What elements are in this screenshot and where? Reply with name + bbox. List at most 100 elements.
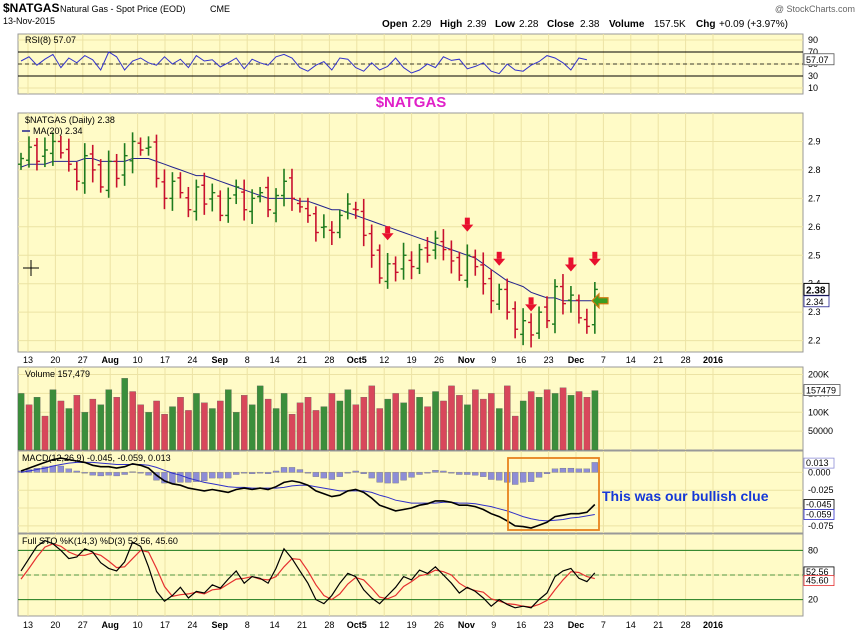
x-tick-label-top: 19 <box>407 355 417 365</box>
x-tick-label-top: 14 <box>626 355 636 365</box>
close-label: Close <box>547 19 575 30</box>
x-tick-label-bottom: 27 <box>78 620 88 630</box>
copyright-label: @ StockCharts.com <box>775 4 855 14</box>
ohlc-bar <box>472 249 479 276</box>
macd-histogram-bar <box>432 470 439 473</box>
x-tick-label-bottom: 14 <box>270 620 280 630</box>
x-tick-label-bottom: 28 <box>324 620 334 630</box>
volume-bar <box>424 406 431 451</box>
macd-last-value: -0.045 <box>806 499 832 509</box>
volume-bar <box>81 412 89 451</box>
macd-histogram-bar <box>408 472 415 478</box>
ma-legend-label: MA(20) 2.34 <box>33 126 83 136</box>
macd-histogram-bar <box>233 472 240 475</box>
ohlc-bar <box>89 144 96 183</box>
volume-bar <box>543 389 551 451</box>
x-tick-label-bottom: 28 <box>681 620 691 630</box>
y-tick-label: 70 <box>808 47 818 57</box>
macd-histogram-bar <box>543 472 551 474</box>
x-tick-label-top: 27 <box>78 355 88 365</box>
x-tick-label-bottom: 21 <box>653 620 663 630</box>
x-tick-label-top: 26 <box>434 355 444 365</box>
macd-histogram-bar <box>464 472 471 475</box>
ohlc-bar <box>312 206 319 242</box>
volume-bar <box>527 391 535 451</box>
macd-histogram-bar <box>121 472 128 475</box>
y-tick-label: 20 <box>808 595 818 605</box>
volume-value: 157.5K <box>654 19 686 30</box>
rsi-last-value: 57.07 <box>806 55 829 65</box>
macd-histogram-bar <box>535 472 543 478</box>
x-tick-label-top: 17 <box>160 355 170 365</box>
macd-histogram-bar <box>416 472 423 475</box>
volume-bar <box>344 389 352 451</box>
ohlc-bar <box>145 136 152 156</box>
ohlc-bar <box>575 294 582 324</box>
macd-histogram-bar <box>137 472 144 474</box>
macd-histogram-bar <box>201 472 208 482</box>
x-tick-label-top: 9 <box>491 355 496 365</box>
volume-bar <box>256 385 264 451</box>
macd-histogram-bar <box>456 472 463 475</box>
volume-bar <box>312 410 320 451</box>
macd-histogram-bar <box>73 470 80 473</box>
volume-bar <box>472 389 479 451</box>
ohlc-bar <box>536 306 543 339</box>
volume-bar <box>464 404 471 451</box>
down-arrow-head <box>381 233 394 241</box>
ohlc-bar <box>344 193 351 220</box>
macd-histogram-bar <box>264 472 272 474</box>
macd-line <box>20 457 596 529</box>
x-tick-label-top: 28 <box>324 355 334 365</box>
macd-histogram-bar <box>336 472 343 477</box>
last-ma-box <box>803 295 830 308</box>
macd-histogram-bar <box>360 472 367 474</box>
volume-bar <box>201 402 208 451</box>
volume-bar <box>121 378 128 451</box>
ohlc-bar <box>137 137 144 156</box>
macd-histogram-bar <box>344 472 351 474</box>
macd-histogram-bar <box>280 467 288 473</box>
macd-histogram-bar <box>472 472 479 476</box>
ohlc-bar <box>368 224 375 268</box>
volume-bar <box>49 389 57 451</box>
volume-bar <box>320 406 328 451</box>
price-title: $NATGAS (Daily) 2.38 <box>25 115 115 125</box>
down-arrow-head <box>588 258 601 266</box>
macd-histogram-bar <box>376 472 383 483</box>
down-arrow-marker <box>381 226 394 241</box>
macd-histogram-bar <box>559 467 567 473</box>
volume-bar <box>360 397 368 451</box>
open-label: Open <box>382 19 408 30</box>
ohlc-bar <box>448 240 455 274</box>
x-tick-label-top: 10 <box>133 355 143 365</box>
ohlc-bar <box>408 251 415 280</box>
chg-value: +0.09 (+3.97%) <box>719 19 788 30</box>
y-tick-label: -0.025 <box>808 485 834 495</box>
volume-bar <box>129 391 136 451</box>
ohlc-bar <box>376 244 383 284</box>
volume-bar <box>193 393 200 451</box>
y-tick-label: 2.2 <box>808 336 821 346</box>
x-tick-label-top: 28 <box>681 355 691 365</box>
x-tick-label-bottom: 19 <box>407 620 417 630</box>
x-tick-label-bottom: Aug <box>101 620 119 630</box>
panel-macd <box>17 450 804 534</box>
ohlc-bar <box>201 172 208 215</box>
x-tick-label-top: Oct5 <box>347 355 367 365</box>
volume-bar <box>448 385 455 451</box>
ohlc-bar <box>169 172 176 211</box>
ohlc-bar <box>352 201 359 219</box>
ohlc-bar <box>488 269 495 314</box>
macd-histogram-bar <box>272 470 280 473</box>
volume-bar <box>33 397 41 451</box>
y-tick-label: 10 <box>808 83 818 93</box>
ohlc-bar <box>304 197 311 223</box>
ohlc-bar <box>520 308 527 346</box>
x-tick-label-bottom: 24 <box>187 620 197 630</box>
ohlc-bar <box>464 244 471 288</box>
volume-bar <box>384 398 391 451</box>
x-tick-label-bottom: 16 <box>516 620 526 630</box>
down-arrow-head <box>564 264 577 272</box>
x-tick-label-top: 21 <box>653 355 663 365</box>
